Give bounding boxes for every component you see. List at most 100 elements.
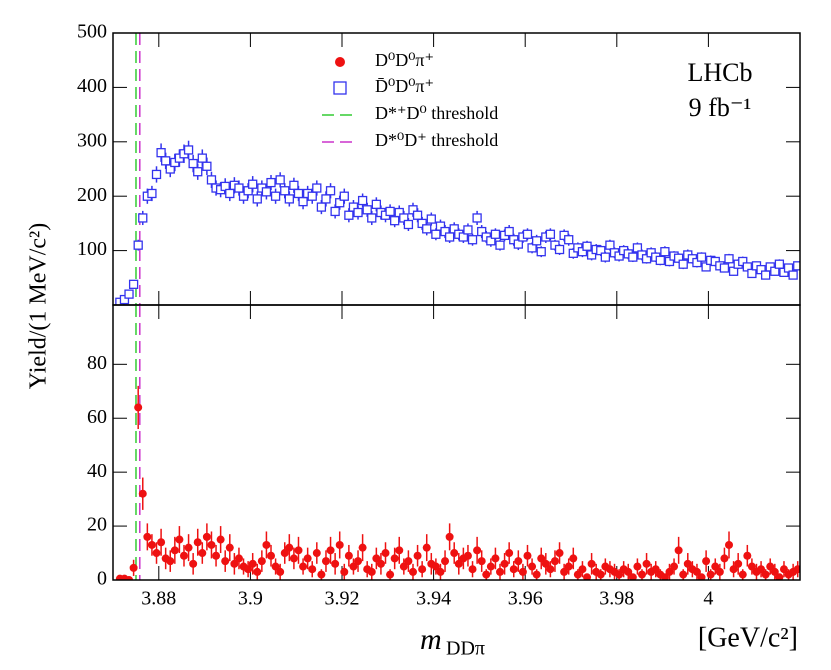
marker <box>413 551 422 560</box>
y-tick-label: 200 <box>77 184 107 206</box>
marker <box>757 565 766 574</box>
marker <box>500 559 509 568</box>
y-tick-label: 400 <box>77 75 107 97</box>
marker <box>289 180 299 190</box>
marker <box>696 252 707 262</box>
x-tick-label: 3.88 <box>141 588 176 610</box>
marker <box>766 562 775 571</box>
x-tick-label: 3.96 <box>508 588 543 610</box>
marker <box>569 554 578 563</box>
marker <box>422 543 431 552</box>
marker <box>719 263 730 273</box>
marker <box>270 191 281 201</box>
marker <box>720 554 729 563</box>
marker <box>774 259 785 269</box>
marker <box>472 213 482 223</box>
marker <box>275 175 285 185</box>
marker <box>244 565 253 574</box>
x-tick-label: 4 <box>703 588 713 610</box>
marker <box>431 562 440 571</box>
marker <box>307 191 317 201</box>
marker <box>152 549 161 558</box>
marker <box>303 554 312 563</box>
marker <box>761 270 771 280</box>
marker <box>367 567 376 576</box>
marker <box>285 543 294 552</box>
marker <box>715 567 724 576</box>
marker <box>128 279 139 289</box>
marker <box>486 562 495 571</box>
marker <box>257 557 266 566</box>
marker <box>321 557 330 566</box>
marker <box>522 229 533 239</box>
marker <box>156 148 166 158</box>
legend-label: D⁰D⁰π⁺ <box>375 50 434 70</box>
marker <box>518 567 527 576</box>
marker <box>692 567 701 576</box>
marker <box>454 559 463 568</box>
legend-label: D*⁺D⁰ threshold <box>375 103 498 123</box>
legend-label: D̄⁰D⁰π⁺ <box>375 76 434 96</box>
marker <box>660 247 670 257</box>
y-tick-label: 40 <box>87 460 107 482</box>
marker <box>514 557 523 566</box>
y-tick-label: 20 <box>87 514 107 536</box>
plot-area <box>115 33 800 305</box>
marker <box>312 549 321 558</box>
marker <box>189 559 198 568</box>
marker <box>267 551 276 560</box>
marker <box>747 268 757 279</box>
marker <box>276 567 285 576</box>
marker <box>426 214 436 224</box>
x-tick-label: 3.92 <box>325 588 360 610</box>
x-axis-label-sub: DDπ <box>446 638 485 660</box>
marker <box>412 210 423 220</box>
plot-area <box>115 305 800 580</box>
marker <box>395 546 404 555</box>
marker <box>596 570 605 579</box>
marker <box>386 570 395 579</box>
marker <box>725 540 734 549</box>
marker <box>600 252 610 262</box>
marker <box>147 540 156 549</box>
marker <box>248 179 258 189</box>
marker <box>445 532 454 541</box>
marker <box>344 210 354 220</box>
marker <box>221 557 230 566</box>
marker <box>138 489 147 498</box>
marker <box>294 546 303 555</box>
marker <box>642 559 651 568</box>
marker <box>151 169 162 180</box>
marker <box>225 188 235 199</box>
marker <box>583 573 592 580</box>
marker <box>371 199 382 210</box>
marker <box>234 183 244 193</box>
marker <box>578 565 587 574</box>
marker <box>555 549 564 558</box>
x-tick-label: 3.94 <box>416 588 451 610</box>
marker <box>207 540 216 549</box>
marker <box>385 206 395 217</box>
marker <box>325 186 336 196</box>
marker <box>628 573 637 580</box>
marker <box>357 195 368 206</box>
y-tick-label: 60 <box>87 406 107 428</box>
marker <box>266 177 276 188</box>
marker <box>793 261 800 271</box>
marker <box>779 565 788 574</box>
frame <box>112 304 801 581</box>
marker <box>362 205 372 215</box>
marker <box>678 259 688 269</box>
marker <box>344 551 353 560</box>
marker <box>660 573 669 580</box>
marker <box>633 562 642 571</box>
marker <box>367 213 377 223</box>
marker <box>157 538 166 547</box>
y-tick-label: 100 <box>77 238 107 260</box>
marker <box>706 570 715 579</box>
marker <box>674 546 683 555</box>
marker <box>147 188 157 199</box>
marker <box>253 567 262 576</box>
marker <box>170 546 179 555</box>
marker <box>184 543 193 552</box>
